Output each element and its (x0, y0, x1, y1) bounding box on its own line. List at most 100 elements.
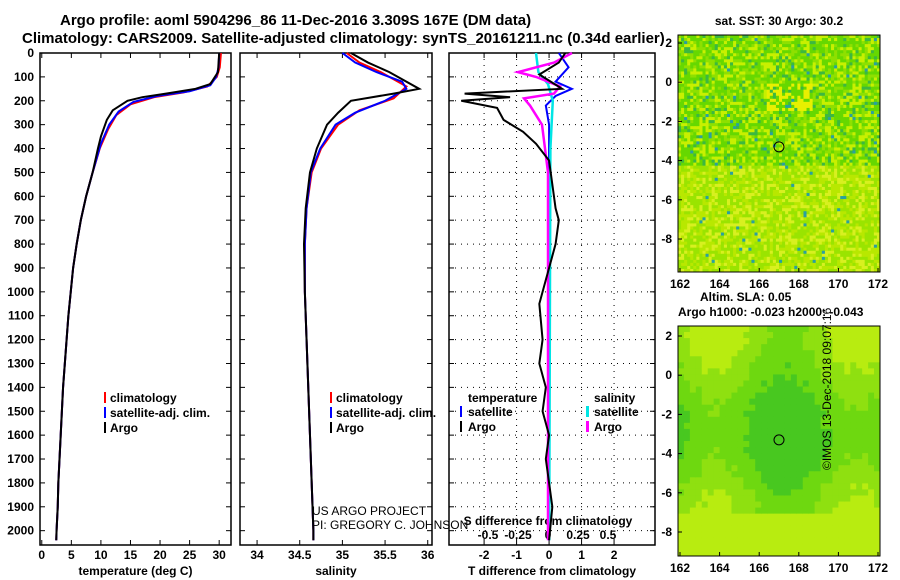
map-cell (745, 247, 749, 252)
map-cell (824, 114, 829, 118)
map-cell (831, 177, 835, 182)
map-cell (779, 135, 783, 139)
map-cell (705, 196, 710, 200)
map-cell (702, 229, 707, 233)
map-cell (690, 80, 694, 85)
map-cell (824, 50, 829, 54)
map-cell (809, 117, 814, 121)
map-cell (785, 135, 789, 139)
map-cell (687, 41, 691, 45)
map-cell (681, 38, 685, 42)
map-cell (754, 196, 759, 200)
map-cell (821, 77, 826, 82)
map-cell (827, 38, 832, 42)
map-cell (726, 159, 731, 164)
map-cell (678, 159, 682, 164)
map-cell (730, 129, 734, 133)
map-cell (766, 205, 771, 209)
map-cell (693, 193, 697, 197)
map-cell (785, 238, 789, 243)
map-cell (745, 211, 749, 215)
map-cell (775, 77, 780, 82)
map-cell (818, 50, 823, 54)
map-cell (760, 98, 765, 103)
map-cell (815, 265, 820, 270)
map-cell (800, 250, 804, 255)
map-cell (809, 159, 814, 164)
map-cell (766, 268, 771, 273)
map-cell (775, 250, 780, 255)
map-cell (858, 162, 863, 167)
map-cell (717, 104, 722, 109)
map-cell (720, 256, 725, 261)
map-cell (785, 95, 789, 100)
map-cell (742, 80, 746, 85)
map-cell (846, 104, 850, 109)
map-cell (760, 114, 765, 118)
map-cell (739, 135, 743, 139)
map-cell (846, 50, 850, 54)
map-cell (733, 268, 737, 273)
map-cell (827, 256, 832, 261)
map-cell (754, 199, 759, 203)
map-cell (684, 120, 688, 124)
series-line-s-satellite (534, 52, 555, 541)
map-cell (717, 247, 722, 252)
map-cell (751, 138, 756, 142)
map-cell (678, 117, 682, 121)
map-cell (763, 107, 768, 112)
map-cell (800, 229, 804, 233)
map-cell (705, 262, 710, 267)
map-cell (843, 244, 847, 249)
map-cell (800, 95, 804, 100)
map-cell (763, 53, 768, 57)
map-cell (739, 126, 743, 130)
map-cell (806, 38, 811, 42)
map-cell (806, 132, 811, 136)
map-cell (733, 165, 737, 170)
map-cell (821, 107, 826, 112)
map-cell (730, 86, 734, 91)
map-cell (736, 171, 740, 176)
map-cell (797, 107, 801, 112)
map-cell (788, 171, 792, 176)
map-cell (681, 50, 685, 54)
map-cell (748, 217, 752, 221)
map-cell (806, 214, 811, 218)
map-cell (730, 186, 734, 191)
map-cell (779, 223, 783, 227)
map-cell (754, 180, 759, 185)
map-cell (705, 183, 710, 188)
map-cell (763, 159, 768, 164)
map-cell (834, 235, 838, 240)
s-tick-label: 0.5 (600, 528, 617, 542)
map-cell (782, 68, 786, 72)
map-cell (843, 268, 847, 273)
map-cell (730, 77, 734, 82)
map-cell (834, 38, 838, 42)
map-cell (742, 71, 746, 75)
map-cell (840, 62, 844, 66)
map-cell (834, 162, 838, 167)
map-cell (809, 92, 814, 97)
map-cell (809, 177, 814, 182)
map-cell (705, 144, 710, 148)
map-cell (705, 159, 710, 164)
map-cell (824, 186, 829, 191)
map-cell (678, 174, 682, 179)
map-cell (821, 162, 826, 167)
map-cell (788, 123, 792, 127)
map-cell (736, 214, 740, 218)
map-cell (785, 241, 789, 246)
map-cell (736, 101, 740, 106)
map-cell (702, 205, 707, 209)
map-cell (769, 35, 774, 39)
map-cell (815, 129, 820, 133)
map-cell (763, 35, 768, 39)
map-cell (690, 114, 694, 118)
map-cell (779, 74, 783, 79)
map-cell (736, 253, 740, 258)
map-cell (837, 35, 841, 39)
map-cell (723, 241, 728, 246)
map-cell (827, 174, 832, 179)
